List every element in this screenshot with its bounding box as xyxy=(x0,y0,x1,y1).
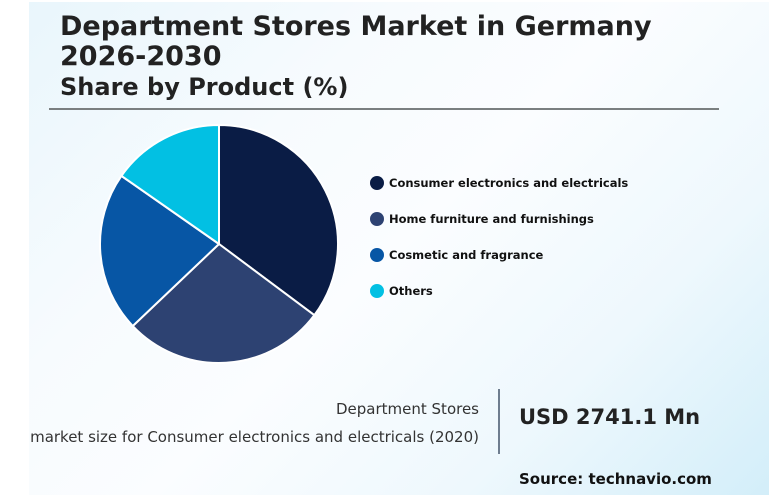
legend-marker-icon xyxy=(370,212,384,226)
stat-label-description: market size for Consumer electronics and… xyxy=(30,428,479,446)
pie-chart xyxy=(99,124,339,364)
chart-subtitle: Share by Product (%) xyxy=(60,73,349,101)
pie-slice[interactable] xyxy=(131,243,316,364)
legend-label: Home furniture and furnishings xyxy=(389,212,594,226)
legend-marker-icon xyxy=(370,176,384,190)
legend-marker-icon xyxy=(370,248,384,262)
source-credit: Source: technavio.com xyxy=(519,470,712,488)
pie-slice[interactable] xyxy=(218,124,339,317)
legend-item-cosmetic-fragrance[interactable]: Cosmetic and fragrance xyxy=(370,246,628,264)
stat-separator xyxy=(498,389,500,454)
chart-title: Department Stores Market in Germany 2026… xyxy=(60,11,652,72)
legend-marker-icon xyxy=(370,284,384,298)
legend-item-consumer-electronics[interactable]: Consumer electronics and electricals xyxy=(370,174,628,192)
title-divider xyxy=(49,108,719,110)
legend: Consumer electronics and electricals Hom… xyxy=(370,174,628,318)
legend-label: Cosmetic and fragrance xyxy=(389,248,544,262)
stat-value: USD 2741.1 Mn xyxy=(519,405,701,429)
pie-slice[interactable] xyxy=(99,174,220,328)
legend-item-home-furniture[interactable]: Home furniture and furnishings xyxy=(370,210,628,228)
legend-item-others[interactable]: Others xyxy=(370,282,628,300)
pie-slice[interactable] xyxy=(120,124,220,245)
legend-label: Others xyxy=(389,284,433,298)
legend-label: Consumer electronics and electricals xyxy=(389,176,629,190)
stat-label-segment: Department Stores xyxy=(336,400,479,418)
